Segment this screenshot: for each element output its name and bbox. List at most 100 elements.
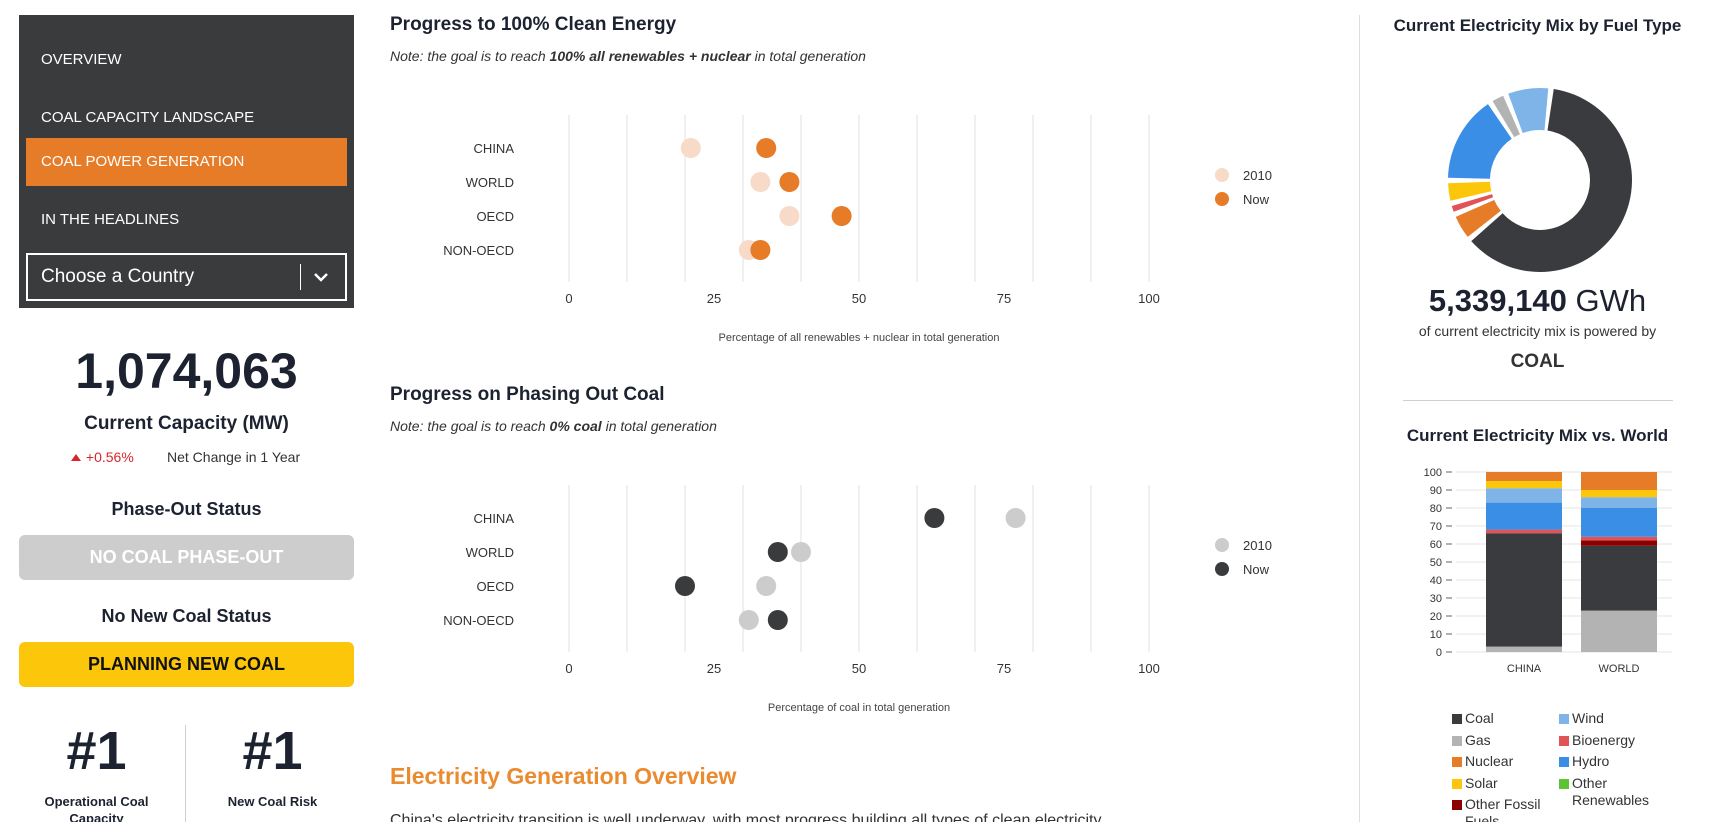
clean-dot-now	[750, 240, 771, 260]
stack-bar-bioenergy	[1486, 529, 1562, 534]
clean-legend-marker	[1215, 192, 1229, 206]
legend-label: Wind	[1572, 710, 1604, 726]
clean-x-tick-label: 100	[1138, 291, 1160, 306]
mix-value: 5,339,140 GWh	[1385, 283, 1690, 319]
coal-dot-2010	[1005, 508, 1026, 528]
stack-bar-solar	[1581, 490, 1657, 498]
clean-x-tick-label: 25	[707, 291, 721, 306]
rank-operational-value: #1	[66, 721, 127, 781]
legend-swatch	[1452, 714, 1462, 724]
stack-y-tick-label: 40	[1430, 575, 1442, 587]
legend-swatch	[1559, 714, 1569, 724]
coal-category-label: OECD	[476, 579, 514, 594]
legend-swatch	[1452, 800, 1462, 810]
coal-note-prefix: Note: the goal is to reach	[390, 418, 550, 434]
donut-slice-solar	[1448, 181, 1492, 201]
rank-new-coal-label: New Coal Risk	[227, 794, 318, 809]
legend-item-solar: Solar	[1452, 775, 1552, 792]
stack-bar-other-fossil-fuels	[1581, 540, 1657, 546]
stack-y-tick-label: 10	[1430, 629, 1442, 641]
donut-slice-wind	[1508, 88, 1549, 134]
legend-item-other-fossil-fuels: Other Fossil Fuels	[1452, 796, 1552, 822]
stack-bar-bioenergy	[1581, 536, 1657, 541]
clean-dot-2010	[750, 172, 771, 192]
sidebar-nav: OVERVIEW COAL CAPACITY LANDSCAPE COAL PO…	[19, 15, 354, 308]
donut-slice-coal	[1471, 89, 1632, 273]
legend-label: Hydro	[1572, 753, 1610, 769]
nav-item-overview[interactable]: OVERVIEW	[41, 51, 122, 68]
coal-dot-2010	[738, 610, 759, 630]
donut-slice-bioenergy	[1451, 194, 1494, 212]
legend-item-nuclear: Nuclear	[1452, 753, 1552, 770]
stack-y-tick-label: 60	[1430, 539, 1442, 551]
overview-text: China's electricity transition is well u…	[390, 812, 1114, 822]
legend-item-hydro: Hydro	[1559, 753, 1679, 770]
coal-category-label: WORLD	[466, 545, 514, 560]
stack-x-tick-label: CHINA	[1507, 663, 1542, 675]
phase-out-title: Phase-Out Status	[111, 499, 262, 519]
stack-bar-hydro	[1486, 502, 1562, 530]
clean-energy-note: Note: the goal is to reach 100% all rene…	[390, 48, 866, 64]
coal-dot-now	[924, 508, 945, 528]
coal-dot-now	[767, 542, 788, 562]
rank-new-coal-value: #1	[242, 721, 303, 781]
coal-category-label: NON-OECD	[443, 613, 514, 628]
legend-label: Gas	[1465, 731, 1491, 748]
coal-phaseout-note: Note: the goal is to reach 0% coal in to…	[390, 418, 717, 434]
nav-item-in-the-headlines[interactable]: IN THE HEADLINES	[41, 211, 180, 228]
mix-donut-chart	[1448, 88, 1632, 273]
coal-legend-marker	[1215, 562, 1229, 576]
coal-x-tick-label: 25	[707, 661, 721, 676]
country-select-placeholder: Choose a Country	[41, 266, 195, 287]
mix-subtitle: of current electricity mix is powered by	[1418, 323, 1657, 339]
clean-dot-now	[779, 172, 800, 192]
coal-x-axis-label: Percentage of coal in total generation	[768, 702, 950, 714]
coal-phaseout-chart: 0 25 50 75 100 Percentage of coal in total ge…	[443, 485, 1272, 714]
mix-fuel: COAL	[1510, 351, 1565, 372]
country-select[interactable]: Choose a Country	[26, 253, 347, 301]
stack-y-tick-label: 0	[1436, 647, 1442, 659]
stack-x-tick-label: WORLD	[1599, 663, 1640, 675]
stack-bar-gas	[1581, 610, 1657, 652]
legend-label: Nuclear	[1465, 753, 1514, 769]
legend-item-gas: Gas	[1452, 732, 1552, 749]
clean-category-label: OECD	[476, 209, 514, 224]
nav-item-coal-capacity-landscape[interactable]: COAL CAPACITY LANDSCAPE	[41, 109, 255, 126]
mix-title: Current Electricity Mix by Fuel Type	[1393, 16, 1682, 35]
coal-x-tick-label: 50	[852, 661, 866, 676]
coal-legend-marker	[1215, 538, 1229, 552]
mix-vs-world-title: Current Electricity Mix vs. World	[1406, 426, 1669, 445]
legend-item-bioenergy: Bioenergy	[1559, 732, 1679, 749]
stack-bar-gas	[1486, 646, 1562, 652]
clean-x-axis-label: Percentage of all renewables + nuclear i…	[719, 332, 1000, 344]
stack-y-tick-label: 90	[1430, 485, 1442, 497]
legend-item-other-renewables: Other Renewables	[1559, 775, 1679, 809]
mix-value-number: 5,339,140	[1428, 283, 1567, 318]
coal-x-tick-label: 100	[1138, 661, 1160, 676]
legend-swatch	[1452, 735, 1462, 746]
chevron-down-icon[interactable]	[309, 255, 333, 299]
capacity-value: 1,074,063	[75, 343, 298, 399]
donut-slice-nuclear	[1455, 200, 1501, 237]
coal-dot-2010	[756, 576, 777, 596]
legend-swatch	[1559, 778, 1569, 789]
column-divider	[1359, 15, 1360, 822]
donut-slice-hydro	[1448, 104, 1512, 179]
legend-label: Other Renewables	[1572, 774, 1650, 808]
legend-item-wind: Wind	[1559, 710, 1679, 727]
clean-x-tick-label: 0	[565, 291, 572, 306]
stack-bar-coal	[1486, 533, 1562, 647]
legend-label: Bioenergy	[1572, 731, 1636, 748]
coal-x-tick-label: 75	[997, 661, 1011, 676]
nav-item-coal-power-generation[interactable]: COAL POWER GENERATION	[26, 138, 347, 186]
new-coal-badge: PLANNING NEW COAL	[19, 642, 354, 687]
coal-dot-now	[675, 576, 695, 596]
coal-dot-2010	[791, 542, 811, 562]
stack-y-tick-label: 20	[1430, 611, 1442, 623]
clean-x-tick-label: 75	[997, 291, 1011, 306]
clean-category-label: NON-OECD	[443, 243, 514, 258]
clean-legend-label: 2010	[1243, 168, 1272, 183]
clean-legend-marker	[1215, 168, 1229, 182]
stack-bar-coal	[1581, 545, 1657, 611]
clean-dot-now	[831, 206, 852, 226]
